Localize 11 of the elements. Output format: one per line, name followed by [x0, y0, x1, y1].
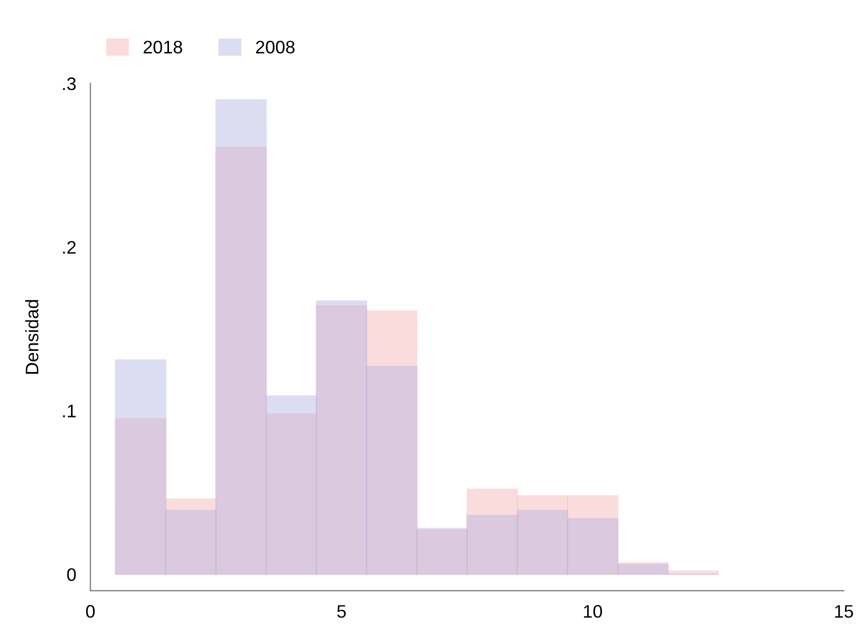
legend-label: 2018	[144, 40, 182, 54]
legend-label: 2008	[256, 40, 295, 54]
y-tick-label: .1	[63, 404, 76, 418]
y-tick-label: .2	[63, 241, 76, 254]
x-tick-label: 0	[86, 605, 95, 618]
y-axis-title: Densidad	[25, 300, 38, 374]
x-tick-label: 15	[835, 605, 854, 618]
y-tick-label: .3	[63, 77, 76, 90]
x-tick-label: 10	[584, 605, 602, 618]
y-tick-label: 0	[67, 568, 76, 581]
x-tick-label: 5	[337, 605, 346, 618]
